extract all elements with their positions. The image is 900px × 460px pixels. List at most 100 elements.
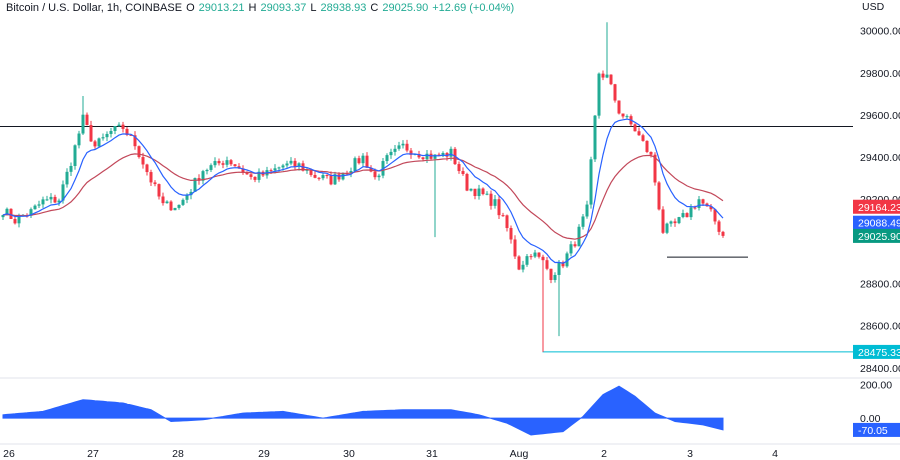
low-label: L: [310, 2, 317, 14]
time-tick-label: 31: [426, 448, 438, 460]
candle-body: [373, 171, 377, 178]
candle-body: [425, 153, 429, 160]
candle-body: [133, 135, 137, 147]
time-tick-label: Aug: [510, 448, 529, 460]
candle-body: [29, 209, 33, 216]
candle-body: [397, 145, 401, 149]
candle-body: [549, 268, 553, 280]
price-tick-label: 29600.00: [860, 110, 900, 122]
candle-body: [13, 218, 17, 224]
candle-body: [541, 256, 545, 261]
candle-body: [45, 199, 49, 201]
candle-body: [349, 171, 353, 174]
candle-body: [605, 74, 609, 78]
candle-body: [225, 160, 229, 165]
candle-body: [65, 171, 69, 185]
candle-body: [625, 116, 629, 118]
candle-body: [173, 207, 177, 211]
price-tag: 29164.23: [853, 199, 900, 214]
price-tag-bg: [853, 215, 900, 230]
time-tick-label: 3: [687, 448, 693, 460]
moving-averages: [2, 118, 724, 264]
candle-body: [325, 175, 329, 177]
candle-body: [213, 161, 217, 166]
candle-body: [653, 154, 657, 183]
candle-body: [401, 143, 405, 146]
candle-body: [489, 193, 493, 206]
candle-body: [181, 199, 185, 205]
ma-fast-line: [2, 118, 724, 264]
price-tick-label: 29800.00: [860, 68, 900, 80]
candle-body: [61, 184, 65, 201]
candle-body: [157, 184, 161, 197]
candle-body: [233, 164, 237, 167]
candle-body: [321, 175, 325, 179]
candle-body: [701, 199, 705, 204]
candle-body: [249, 174, 253, 177]
candle-body: [377, 175, 381, 178]
candle-body: [557, 262, 561, 275]
candle-body: [529, 256, 533, 258]
time-tick-label: 26: [3, 448, 15, 460]
candle-body: [105, 133, 109, 138]
candle-body: [277, 167, 281, 169]
oscillator-tag-label: -70.05: [858, 425, 888, 437]
candle-body: [329, 175, 333, 185]
candles-layer: [1, 22, 725, 352]
candle-body: [33, 205, 37, 210]
low-value: 28938.93: [320, 2, 367, 14]
price-tag: 28475.33: [853, 344, 900, 359]
candle-body: [169, 201, 173, 211]
candle-body: [137, 146, 141, 158]
candle-body: [289, 160, 293, 164]
candle-body: [689, 207, 693, 218]
candle-body: [197, 178, 201, 181]
candle-body: [337, 174, 341, 180]
candle-body: [389, 151, 393, 156]
high-value: 29093.37: [260, 2, 307, 14]
candle-body: [385, 155, 389, 162]
candle-body: [633, 124, 637, 132]
candle-body: [465, 173, 469, 191]
candle-body: [669, 221, 673, 224]
price-tick-label: 29400.00: [860, 152, 900, 164]
candle-body: [145, 164, 149, 173]
candle-body: [461, 171, 465, 174]
candle-body: [697, 199, 701, 208]
candle-body: [5, 208, 9, 216]
price-tick-label: 28400.00: [860, 363, 900, 375]
candle-body: [573, 244, 577, 247]
candle-body: [685, 213, 689, 218]
time-tick-label: 28: [172, 448, 184, 460]
candle-body: [57, 200, 61, 203]
candle-body: [473, 188, 477, 197]
candle-body: [601, 73, 605, 78]
candle-body: [589, 159, 593, 205]
candle-body: [617, 100, 621, 114]
candle-body: [657, 182, 661, 210]
candle-body: [245, 172, 249, 175]
candle-body: [257, 171, 261, 180]
candle-body: [185, 195, 189, 200]
candle-body: [421, 157, 425, 160]
grid-layer: [0, 377, 900, 445]
candle-body: [309, 169, 313, 175]
candle-body: [441, 152, 445, 157]
open-value: 29013.21: [198, 2, 245, 14]
candle-body: [41, 199, 45, 205]
candle-body: [553, 274, 557, 280]
candle-body: [405, 143, 409, 151]
candle-body: [545, 260, 549, 269]
candle-body: [445, 152, 449, 157]
candle-body: [525, 256, 529, 265]
symbol-title: Bitcoin / U.S. Dollar, 1h, COINBASE: [6, 2, 183, 14]
candle-body: [393, 148, 397, 152]
candle-body: [493, 199, 497, 206]
candle-body: [637, 131, 641, 136]
candle-body: [69, 165, 73, 172]
price-tag-bg: [853, 199, 900, 214]
candle-body: [597, 73, 601, 116]
candle-body: [417, 153, 421, 158]
